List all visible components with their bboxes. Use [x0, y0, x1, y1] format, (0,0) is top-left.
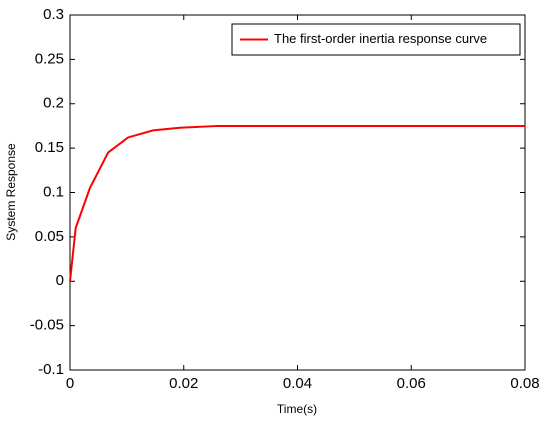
y-tick-label: 0.05	[35, 228, 64, 245]
y-tick-label: 0.3	[43, 6, 64, 23]
y-tick-label: -0.05	[30, 317, 64, 334]
y-tick-label: 0.25	[35, 50, 64, 67]
x-tick-label: 0.08	[510, 375, 539, 392]
y-tick-label: -0.1	[38, 361, 64, 378]
y-tick-label: 0.2	[43, 95, 64, 112]
x-axis-label: Time(s)	[277, 402, 317, 416]
line	[69, 124, 525, 282]
y-tick-label: 0.15	[35, 139, 64, 156]
x-tick-label: 0.06	[397, 375, 426, 392]
y-axis-label: System Response	[4, 143, 18, 241]
y-tick-label: 0.1	[43, 183, 64, 200]
plot-area	[69, 14, 526, 371]
legend-box	[231, 23, 521, 56]
x-tick-label: 0	[66, 375, 74, 392]
y-tick-label: 0	[56, 272, 64, 289]
x-tick-label: 0.04	[283, 375, 312, 392]
x-tick-label: 0.02	[169, 375, 198, 392]
legend-label: The first-order inertia response curve	[274, 31, 487, 46]
